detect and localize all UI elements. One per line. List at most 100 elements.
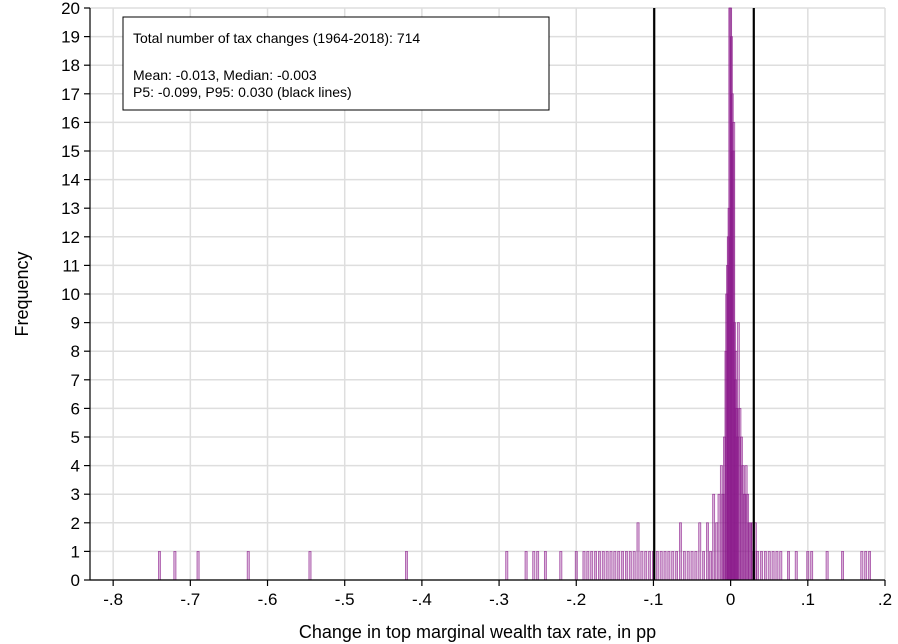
histogram-bar — [559, 551, 563, 581]
y-tick-label: 2 — [71, 514, 80, 533]
histogram-bar — [675, 551, 679, 581]
histogram-bar — [860, 551, 864, 581]
histogram-bar — [158, 551, 161, 581]
histogram-bar — [671, 551, 675, 581]
x-tick-label: -.1 — [644, 590, 664, 609]
y-tick-label: 19 — [61, 28, 80, 47]
x-tick-label: -.6 — [258, 590, 278, 609]
histogram-bar — [779, 551, 783, 581]
histogram-bar — [632, 551, 636, 581]
histogram-bar — [196, 551, 200, 581]
reference-lines — [653, 8, 755, 580]
histogram-bar — [712, 493, 716, 581]
histogram-bar — [628, 551, 632, 581]
histogram-bar — [682, 551, 686, 581]
x-tick-label: -.2 — [566, 590, 586, 609]
x-tick-label: -.8 — [103, 590, 123, 609]
histogram-bar — [613, 551, 617, 581]
annotation-line-total: Total number of tax changes (1964-2018):… — [133, 30, 420, 46]
histogram-bar — [524, 551, 528, 581]
histogram-bar — [532, 551, 536, 581]
histogram-bar — [760, 551, 763, 581]
histogram-bar — [640, 551, 644, 581]
histogram-bar — [756, 551, 760, 581]
y-tick-label: 13 — [61, 199, 80, 218]
y-tick-label: 8 — [71, 342, 80, 361]
annotation-line-mean-median: Mean: -0.013, Median: -0.003 — [133, 67, 317, 83]
annotation-box: Total number of tax changes (1964-2018):… — [122, 16, 550, 111]
histogram-bar — [505, 551, 509, 581]
histogram-bar — [594, 551, 597, 581]
y-tick-label: 12 — [61, 228, 80, 247]
y-tick-label: 15 — [61, 142, 80, 161]
y-tick-label: 0 — [71, 571, 80, 590]
histogram-bar — [841, 551, 844, 581]
histogram-bar — [709, 551, 712, 581]
histogram-bar — [698, 522, 702, 581]
histogram-bar — [794, 551, 798, 581]
histogram-bar — [609, 551, 613, 581]
histogram-bar — [617, 551, 621, 581]
histogram-bar — [825, 551, 829, 581]
histogram-bar — [574, 551, 578, 581]
histogram-bar — [810, 551, 814, 581]
x-tick-label: .1 — [801, 590, 815, 609]
histogram-bar — [868, 551, 871, 581]
histogram-bar — [663, 551, 667, 581]
histogram-bar — [806, 551, 810, 581]
histogram-bar — [644, 551, 648, 581]
histogram-bar — [246, 551, 250, 581]
histogram-bar — [659, 551, 663, 581]
x-tick-label: .2 — [878, 590, 892, 609]
x-axis-title: Change in top marginal wealth tax rate, … — [299, 622, 656, 642]
x-axis-ticks: -.8 -.7 -.6 -.5 -.4 -.3 -.2 -.1 0 .1 .2 — [103, 580, 892, 609]
histogram-bar — [864, 551, 868, 581]
histogram-bar — [767, 551, 771, 581]
y-tick-label: 20 — [61, 0, 80, 18]
histogram-bar — [536, 551, 540, 581]
histogram-bar — [715, 522, 719, 581]
histogram-bar — [648, 551, 651, 581]
y-tick-label: 5 — [71, 428, 80, 447]
histogram-bar — [601, 551, 605, 581]
histogram-bar — [690, 551, 694, 581]
histogram-bar — [694, 551, 698, 581]
histogram-bar — [771, 551, 775, 581]
histogram-bar — [706, 522, 709, 581]
annotation-line-percentiles: P5: -0.099, P95: 0.030 (black lines) — [133, 84, 352, 100]
y-tick-label: 1 — [71, 542, 80, 561]
histogram-bar — [636, 522, 640, 581]
y-tick-label: 3 — [71, 485, 80, 504]
histogram-bar — [702, 551, 706, 581]
x-tick-label: -.3 — [489, 590, 509, 609]
histogram-bar — [173, 551, 177, 581]
histogram-bar — [625, 551, 628, 581]
annotation-frame — [122, 16, 550, 111]
histogram-bar — [717, 493, 721, 581]
x-tick-label: 0 — [726, 590, 735, 609]
y-tick-label: 4 — [71, 457, 80, 476]
histogram-bar — [582, 551, 586, 581]
histogram-bar — [405, 551, 408, 581]
histogram-bar — [543, 551, 547, 581]
histogram-bar — [686, 551, 690, 581]
y-tick-label: 14 — [61, 171, 80, 190]
histogram-bar — [621, 551, 624, 581]
histogram-bar — [775, 551, 779, 581]
histogram-bar — [655, 551, 659, 581]
histogram-bar — [308, 551, 312, 581]
histogram-bar — [787, 551, 790, 581]
x-tick-label: -.5 — [335, 590, 355, 609]
y-tick-label: 11 — [62, 256, 80, 275]
histogram-bar — [763, 551, 767, 581]
histogram-bar — [679, 522, 682, 581]
y-tick-label: 16 — [61, 113, 80, 132]
x-tick-label: -.7 — [180, 590, 200, 609]
y-axis-title: Frequency — [12, 251, 32, 336]
y-tick-label: 10 — [61, 285, 80, 304]
histogram-bar — [598, 551, 601, 581]
y-tick-label: 18 — [61, 56, 80, 75]
histogram-bar — [586, 551, 590, 581]
